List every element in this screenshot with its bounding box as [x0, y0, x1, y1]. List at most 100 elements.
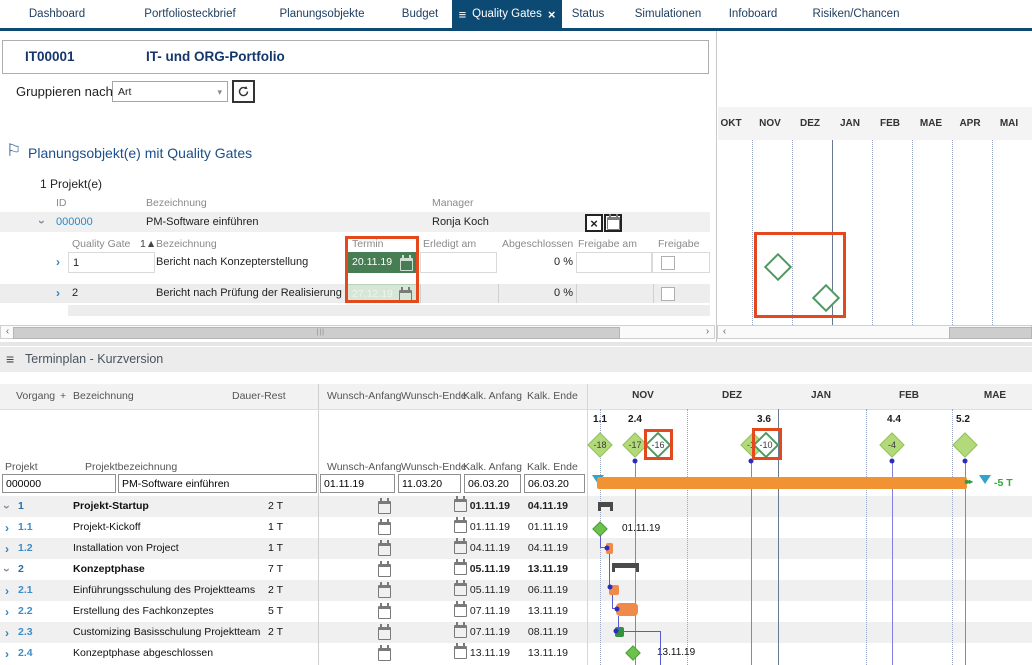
scroll-left-arrow[interactable]: ‹	[5, 326, 10, 337]
calendar-icon[interactable]	[399, 287, 412, 303]
gcol-bezeichnung[interactable]: Bezeichnung	[156, 238, 217, 250]
summary-bar-projekt-startup[interactable]	[598, 502, 613, 511]
freigabe-checkbox[interactable]	[661, 287, 675, 301]
tab-budget[interactable]: Budget	[401, 8, 439, 20]
freigabe-checkbox[interactable]	[661, 256, 675, 270]
calendar-icon[interactable]	[378, 561, 391, 577]
tab-portfoliosteckbrief[interactable]: Portfoliosteckbrief	[144, 8, 236, 20]
calendar-icon[interactable]	[453, 537, 467, 554]
calendar-button[interactable]	[604, 213, 622, 232]
calendar-icon[interactable]	[378, 603, 391, 619]
hcol-bezeichnung[interactable]: Bezeichnung	[73, 390, 134, 402]
tab-quality-gates-active[interactable]: Quality Gates	[452, 0, 562, 28]
task-row[interactable]: 2.4 Konzeptphase abgeschlossen 13.11.19 …	[0, 642, 1032, 664]
project-summary-bar[interactable]	[597, 477, 967, 489]
calendar-icon[interactable]	[453, 495, 467, 512]
task-row[interactable]: 2 Konzeptphase 7 T 05.11.19 13.11.19	[0, 558, 1032, 580]
calendar-icon[interactable]	[453, 621, 467, 638]
collapse-chevron-icon[interactable]	[5, 500, 9, 514]
qg-table-hscrollbar[interactable]: ‹ ›	[0, 325, 715, 339]
refresh-button[interactable]	[232, 80, 255, 103]
project-id-link[interactable]: 000000	[56, 216, 93, 228]
kalk-ende-input[interactable]	[524, 474, 585, 493]
scrollbar-thumb[interactable]	[949, 327, 1032, 339]
calendar-icon[interactable]	[453, 579, 467, 596]
calendar-icon[interactable]	[378, 498, 391, 514]
gate-row-2[interactable]: 2 Bericht nach Prüfung der Realisierung …	[0, 284, 710, 303]
task-bar-einfuehrungsschulung[interactable]	[609, 585, 619, 595]
expand-chevron-icon[interactable]	[56, 255, 60, 269]
hcol-vorgang[interactable]: Vorgang	[16, 390, 56, 402]
calendar-icon[interactable]	[400, 255, 413, 271]
tab-dashboard[interactable]: Dashboard	[28, 8, 86, 20]
tab-risiken-chancen[interactable]: Risiken/Chancen	[812, 8, 900, 20]
expand-chevron-icon[interactable]	[5, 626, 9, 640]
calendar-icon[interactable]	[453, 642, 467, 659]
tab-status[interactable]: Status	[571, 8, 605, 20]
task-row[interactable]: 1 Projekt-Startup 2 T 01.11.19 04.11.19	[0, 495, 1032, 517]
scroll-left-arrow[interactable]: ‹	[722, 326, 727, 337]
scrollbar-thumb[interactable]	[13, 327, 620, 339]
gate-row-1[interactable]: 1 Bericht nach Konzepterstellung 20.11.1…	[0, 252, 710, 273]
tab-planungsobjekte[interactable]: Planungsobjekte	[279, 8, 365, 20]
wunsch-anfang-input[interactable]	[320, 474, 395, 493]
task-row[interactable]: 2.1 Einführungsschulung des Projektteams…	[0, 579, 1032, 601]
delete-button[interactable]: ×	[585, 214, 603, 232]
task-bar-installation[interactable]	[606, 543, 613, 554]
kalk-anfang-input[interactable]	[464, 474, 521, 493]
gcol-erledigt-am[interactable]: Erledigt am	[423, 238, 477, 250]
calendar-icon[interactable]	[378, 624, 391, 640]
summary-bar-konzeptphase[interactable]	[612, 563, 639, 572]
gate-erledigt-field[interactable]	[420, 284, 499, 303]
collapse-chevron-icon[interactable]	[40, 215, 44, 229]
hcol-kalk-ende[interactable]: Kalk. Ende	[527, 390, 578, 402]
gcol-abgeschlossen[interactable]: Abgeschlossen	[502, 238, 574, 250]
close-tab-icon[interactable]	[548, 7, 556, 22]
expand-chevron-icon[interactable]	[5, 542, 9, 556]
quality-gate-1-diamond[interactable]	[763, 252, 793, 282]
calendar-icon[interactable]	[453, 516, 467, 533]
gcol-sort-indicator[interactable]: 1▲	[140, 238, 157, 250]
gcol-termin[interactable]: Termin	[352, 238, 384, 250]
gcol-quality-gate[interactable]: Quality Gate	[72, 238, 131, 250]
expand-chevron-icon[interactable]	[5, 521, 9, 535]
quality-gate-2-diamond[interactable]	[811, 283, 841, 313]
tab-simulationen[interactable]: Simulationen	[634, 8, 702, 20]
hcol-wunsch-anfang[interactable]: Wunsch-Anfang	[327, 390, 402, 402]
collapse-chevron-icon[interactable]	[5, 563, 9, 577]
tab-infoboard[interactable]: Infoboard	[728, 8, 778, 20]
expand-chevron-icon[interactable]	[5, 605, 9, 619]
task-row[interactable]: 2.2 Erstellung des Fachkonzeptes 5 T 07.…	[0, 600, 1032, 622]
expand-chevron-icon[interactable]	[56, 286, 60, 300]
gcol-freigabe[interactable]: Freigabe	[658, 238, 700, 250]
task-bar-customizing[interactable]	[615, 627, 624, 637]
hcol-kalk-anfang[interactable]: Kalk. Anfang	[463, 390, 522, 402]
konzeptphase-milestone-diamond[interactable]	[625, 645, 641, 661]
project-id-input[interactable]	[2, 474, 116, 493]
calendar-icon[interactable]	[378, 582, 391, 598]
project-row[interactable]: 000000 PM-Software einführen Ronja Koch	[0, 212, 710, 232]
mini-timeline-hscrollbar[interactable]: ‹	[717, 325, 1032, 339]
hcol-wunsch-ende[interactable]: Wunsch-Ende	[401, 390, 467, 402]
project-name-input[interactable]	[118, 474, 317, 493]
group-by-select[interactable]: Art ▾	[112, 81, 228, 102]
gate-freigabe-am-field[interactable]	[576, 252, 652, 273]
gate-termin-field[interactable]: 27.12.19	[347, 284, 417, 303]
scroll-right-arrow[interactable]: ›	[705, 326, 710, 337]
calendar-icon[interactable]	[453, 600, 467, 617]
expand-chevron-icon[interactable]	[5, 584, 9, 598]
buffer-diamond[interactable]	[952, 432, 978, 458]
task-bar-fachkonzept[interactable]	[616, 603, 638, 616]
add-column-plus[interactable]: +	[60, 390, 67, 402]
hcol-dauer-rest[interactable]: Dauer-Rest	[232, 390, 286, 402]
gcol-freigabe-am[interactable]: Freigabe am	[578, 238, 637, 250]
task-row[interactable]: 1.1 Projekt-Kickoff 1 T 01.11.19 01.11.1…	[0, 516, 1032, 538]
calendar-icon[interactable]	[378, 645, 391, 661]
expand-chevron-icon[interactable]	[5, 647, 9, 661]
task-row[interactable]: 1.2 Installation von Project 1 T 04.11.1…	[0, 537, 1032, 559]
calendar-icon[interactable]	[453, 558, 467, 575]
calendar-icon[interactable]	[378, 519, 391, 535]
task-row[interactable]: 2.3 Customizing Basisschulung Projekttea…	[0, 621, 1032, 643]
gate-freigabe-am-field[interactable]	[576, 284, 654, 303]
menu-icon[interactable]	[6, 347, 14, 372]
